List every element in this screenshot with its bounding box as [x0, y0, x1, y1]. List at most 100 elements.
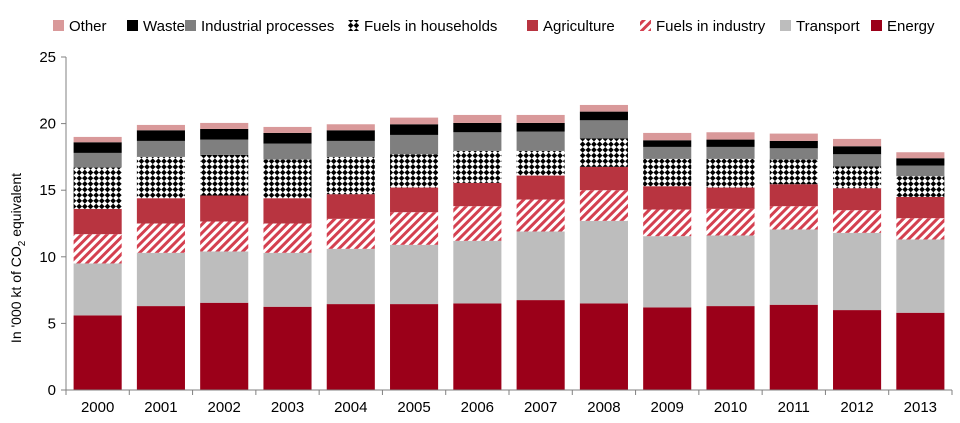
bar-segment-fuels_households — [516, 150, 565, 176]
bar-segment-waste — [643, 140, 692, 147]
bar-segment-transport — [200, 251, 249, 303]
bar-segment-fuels_households — [73, 167, 122, 209]
legend-label-fuels_industry: Fuels in industry — [656, 18, 766, 35]
legend-label-transport: Transport — [796, 18, 860, 35]
bar-segment-agriculture — [453, 182, 502, 207]
bar-segment-fuels_households — [390, 154, 439, 188]
bar-segment-fuels_households — [136, 156, 185, 199]
bar-segment-waste — [833, 146, 882, 155]
legend-label-industrial_processes: Industrial processes — [201, 18, 334, 35]
bar-segment-other — [136, 124, 185, 131]
x-tick-label: 2005 — [397, 399, 430, 416]
bar-segment-waste — [136, 130, 185, 141]
bar-segment-agriculture — [579, 166, 628, 191]
bar-segment-fuels_industry — [263, 223, 312, 253]
bar-segment-other — [643, 132, 692, 141]
legend-label-other: Other — [69, 18, 107, 35]
bar-segment-fuels_households — [643, 158, 692, 187]
bar-segment-industrial_processes — [263, 143, 312, 160]
y-tick-label: 0 — [48, 382, 56, 399]
legend-label-waste: Waste — [143, 18, 185, 35]
bar-segment-energy — [200, 302, 249, 390]
bar-segment-other — [516, 114, 565, 123]
bar-segment-waste — [453, 122, 502, 133]
bar-segment-transport — [136, 252, 185, 307]
bar-segment-industrial_processes — [896, 165, 945, 177]
bar-segment-agriculture — [643, 186, 692, 210]
bar-segment-agriculture — [833, 188, 882, 211]
x-tick-label: 2000 — [81, 399, 114, 416]
bar-segment-energy — [136, 306, 185, 390]
bar-segment-fuels_industry — [390, 212, 439, 245]
legend-swatch-transport — [780, 20, 791, 31]
legend-swatch-other — [53, 20, 64, 31]
bar-segment-industrial_processes — [200, 139, 249, 155]
bar-segment-fuels_industry — [326, 218, 375, 249]
legend-swatch-fuels_households — [348, 20, 359, 31]
x-tick-label: 2001 — [144, 399, 177, 416]
bar-segment-waste — [390, 124, 439, 135]
bar-segment-waste — [200, 128, 249, 140]
bar-segment-fuels_households — [200, 154, 249, 196]
bar-segment-industrial_processes — [706, 146, 755, 159]
bar-segment-industrial_processes — [643, 146, 692, 159]
bar-segment-industrial_processes — [390, 134, 439, 155]
bar-segment-energy — [453, 303, 502, 390]
x-tick-label: 2008 — [587, 399, 620, 416]
bar-segment-transport — [769, 229, 818, 305]
bar-segment-fuels_industry — [769, 206, 818, 230]
bar-segment-other — [390, 117, 439, 125]
bar-segment-agriculture — [769, 184, 818, 207]
bar-segment-fuels_households — [453, 150, 502, 183]
legend-swatch-agriculture — [527, 20, 538, 31]
bar-segment-fuels_households — [769, 159, 818, 185]
bar-segment-fuels_households — [833, 166, 882, 189]
bar-segment-waste — [706, 139, 755, 147]
bar-segment-transport — [896, 239, 945, 313]
bar-segment-fuels_households — [579, 138, 628, 167]
bar-segment-transport — [516, 231, 565, 301]
bar-segment-energy — [896, 312, 945, 390]
bar-segment-other — [326, 124, 375, 131]
bar-segment-fuels_industry — [73, 234, 122, 264]
bar-segment-energy — [706, 306, 755, 390]
x-tick-label: 2006 — [461, 399, 494, 416]
bar-segment-fuels_industry — [516, 199, 565, 232]
bar-segment-fuels_industry — [896, 218, 945, 240]
legend-swatch-fuels_industry — [640, 20, 651, 31]
bar-segment-waste — [73, 142, 122, 153]
bar-segment-waste — [326, 130, 375, 141]
bar-segment-agriculture — [200, 195, 249, 222]
bars — [73, 104, 945, 390]
y-tick-label: 10 — [39, 249, 56, 266]
bar-segment-industrial_processes — [579, 120, 628, 139]
bar-segment-energy — [643, 307, 692, 390]
x-tick-label: 2009 — [651, 399, 684, 416]
bar-segment-fuels_industry — [453, 206, 502, 241]
bar-segment-fuels_industry — [706, 208, 755, 236]
bar-segment-transport — [643, 236, 692, 308]
bar-segment-energy — [579, 303, 628, 390]
x-tick-label: 2004 — [334, 399, 367, 416]
x-tick-label: 2003 — [271, 399, 304, 416]
bar-segment-other — [263, 126, 312, 133]
bar-segment-energy — [516, 300, 565, 390]
bar-segment-fuels_industry — [579, 190, 628, 221]
bar-segment-industrial_processes — [769, 148, 818, 160]
bar-segment-waste — [263, 132, 312, 144]
legend-label-fuels_households: Fuels in households — [364, 18, 497, 35]
bar-segment-agriculture — [516, 175, 565, 200]
bar-segment-waste — [896, 158, 945, 166]
bar-segment-industrial_processes — [326, 140, 375, 157]
y-axis-title: In '000 kt of CO2 equivalent — [8, 173, 28, 343]
bar-segment-other — [896, 152, 945, 159]
bar-segment-other — [579, 104, 628, 112]
bar-segment-energy — [833, 310, 882, 390]
legend-swatch-industrial_processes — [185, 20, 196, 31]
bar-segment-industrial_processes — [136, 140, 185, 157]
y-axis: 0 5 10 15 20 25 — [39, 49, 67, 399]
bar-segment-transport — [579, 220, 628, 304]
bar-segment-waste — [769, 140, 818, 149]
y-tick-label: 25 — [39, 49, 56, 66]
